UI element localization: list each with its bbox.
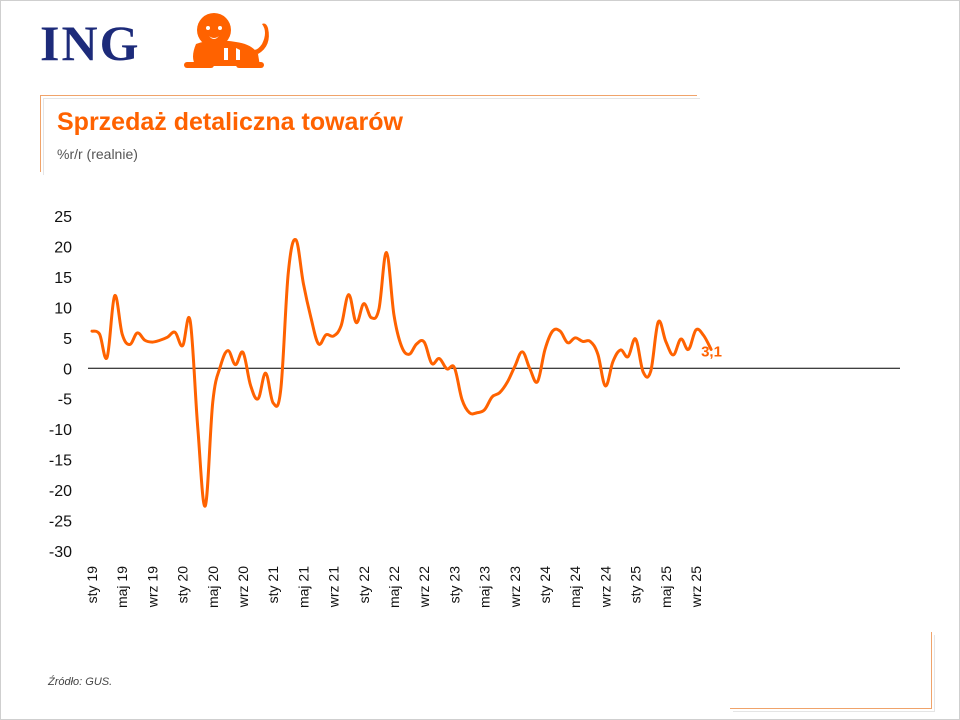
- lion-icon: [184, 13, 269, 68]
- x-tick-label: maj 25: [658, 566, 674, 608]
- y-tick-label: 15: [54, 270, 72, 287]
- end-value-label: 3,1: [701, 343, 722, 360]
- logo-text: ING: [40, 15, 141, 71]
- x-tick-label: sty 25: [628, 566, 644, 604]
- y-tick-label: -15: [49, 453, 72, 470]
- x-tick-label: wrz 19: [144, 566, 160, 608]
- y-tick-label: -25: [49, 514, 72, 531]
- y-tick-label: -5: [58, 392, 72, 409]
- x-tick-label: wrz 23: [507, 566, 523, 608]
- x-tick-label: wrz 21: [326, 566, 342, 608]
- y-tick-label: -20: [49, 483, 72, 500]
- chart-subtitle: %r/r (realnie): [57, 146, 138, 162]
- x-tick-label: maj 20: [205, 566, 221, 608]
- x-tick-label: sty 19: [84, 566, 100, 604]
- corner-accent: [730, 632, 932, 709]
- x-tick-label: sty 21: [265, 566, 281, 604]
- title-box-shadow: [43, 98, 700, 175]
- title-box: [40, 95, 697, 172]
- x-tick-label: sty 24: [537, 566, 553, 604]
- corner-shadow: [733, 635, 935, 712]
- y-tick-label: 25: [54, 209, 72, 226]
- x-tick-label: maj 19: [114, 566, 130, 608]
- x-tick-label: sty 22: [356, 566, 372, 604]
- y-tick-label: 20: [54, 239, 72, 256]
- x-tick-label: wrz 25: [688, 566, 704, 608]
- chart-title: Sprzedaż detaliczna towarów: [57, 108, 403, 136]
- x-tick-label: maj 21: [295, 566, 311, 608]
- x-tick-label: wrz 24: [597, 566, 613, 608]
- ing-logo: ING: [40, 8, 280, 72]
- x-tick-label: wrz 22: [416, 566, 432, 608]
- source-note: Źródło: GUS.: [48, 676, 113, 688]
- y-tick-label: 0: [63, 361, 72, 378]
- y-axis: 25 20 15 10 5 0 -5 -10 -15 -20 -25 -30: [49, 209, 72, 561]
- x-axis: sty 19 maj 19 wrz 19 sty 20 maj 20 wrz 20 sty …: [84, 566, 704, 608]
- x-tick-label: sty 20: [175, 566, 191, 604]
- y-tick-label: -30: [49, 544, 72, 561]
- x-tick-label: maj 22: [386, 566, 402, 608]
- y-tick-label: -10: [49, 422, 72, 439]
- x-tick-label: maj 24: [567, 566, 583, 608]
- series-line: [90, 237, 713, 508]
- x-tick-label: wrz 20: [235, 566, 251, 608]
- y-tick-label: 5: [63, 331, 72, 348]
- x-tick-label: sty 23: [446, 566, 462, 604]
- y-tick-label: 10: [54, 300, 72, 317]
- x-tick-label: maj 23: [477, 566, 493, 608]
